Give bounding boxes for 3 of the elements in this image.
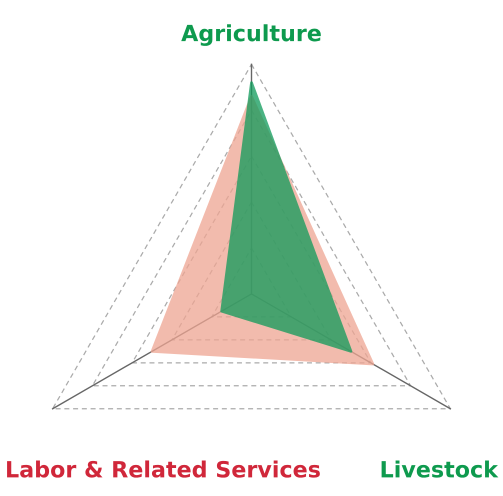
spoke-label: Labor & Related Services <box>7 460 320 478</box>
spoke-label: Agriculture <box>181 24 321 46</box>
spoke-label: Livestock <box>382 460 498 478</box>
